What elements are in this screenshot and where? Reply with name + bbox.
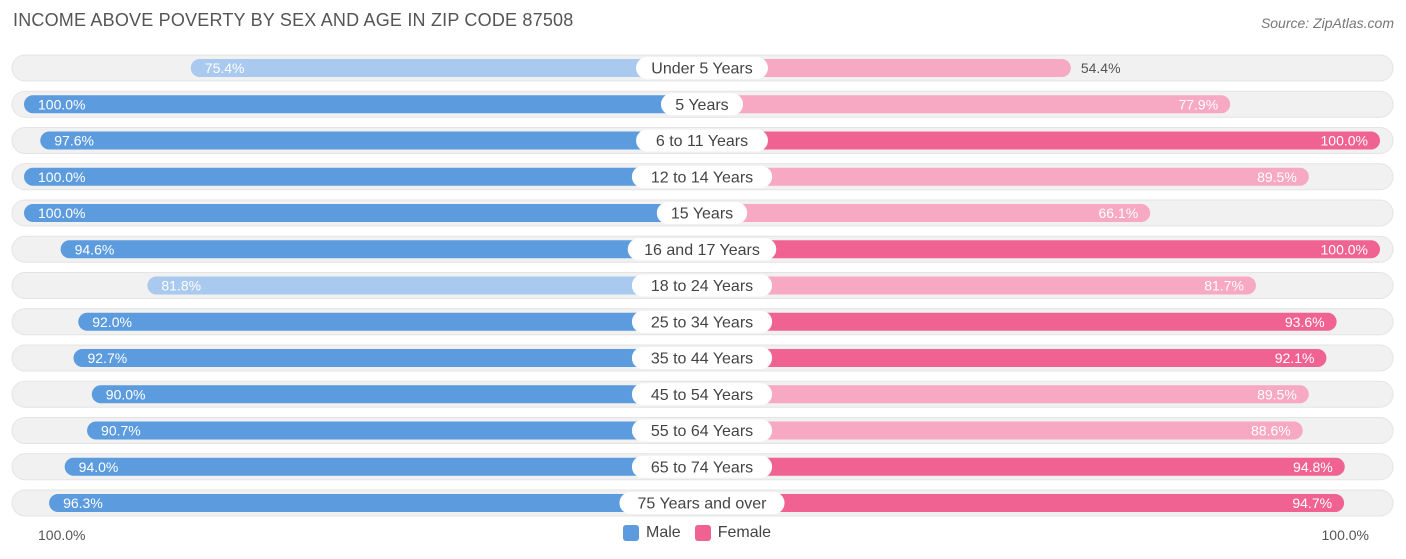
female-bar — [702, 494, 1345, 512]
category-label: 12 to 14 Years — [651, 169, 753, 186]
category-label: Under 5 Years — [651, 61, 752, 78]
legend-item-male[interactable]: Male — [623, 524, 681, 542]
category-pill — [631, 455, 773, 478]
female-bar — [702, 385, 1309, 404]
female-bar — [702, 421, 1303, 440]
category-label: 6 to 11 Years — [656, 133, 748, 150]
male-bar — [190, 59, 702, 77]
female-bar — [702, 59, 1071, 77]
male-bar — [64, 457, 703, 476]
female-value-label: 88.6% — [1251, 423, 1291, 439]
female-value-label: 77.9% — [1178, 96, 1218, 112]
legend-item-female[interactable]: Female — [694, 524, 772, 542]
female-bar — [702, 349, 1327, 367]
female-value-label: 89.5% — [1257, 169, 1297, 185]
category-pill — [660, 93, 744, 116]
female-bar — [702, 240, 1380, 259]
male-bar — [24, 204, 702, 222]
category-label: 25 to 34 Years — [651, 314, 753, 331]
female-value-label: 66.1% — [1098, 205, 1138, 221]
category-pill — [631, 383, 773, 406]
source-label: Source: ZipAtlas.com — [1260, 15, 1394, 31]
male-value-label: 100.0% — [38, 205, 85, 221]
male-bar — [147, 276, 702, 295]
male-value-label: 96.3% — [63, 495, 103, 511]
female-value-label: 93.6% — [1285, 314, 1325, 330]
male-bar — [78, 312, 703, 331]
male-value-label: 97.6% — [54, 133, 94, 149]
category-label: 15 Years — [671, 206, 733, 223]
category-pill — [656, 202, 748, 224]
male-bar — [40, 131, 703, 150]
axis-right-label: 100.0% — [1321, 527, 1369, 543]
male-value-label: 92.0% — [92, 314, 132, 330]
category-pill — [631, 419, 773, 442]
male-bar — [73, 349, 702, 367]
category-pill — [627, 238, 777, 261]
male-value-label: 94.0% — [79, 459, 119, 475]
female-bar — [702, 457, 1345, 476]
female-value-label: 54.4% — [1081, 60, 1121, 76]
female-bar — [702, 167, 1309, 186]
category-pill — [631, 310, 773, 333]
legend-swatch-female — [694, 525, 711, 541]
legend-label-female: Female — [717, 524, 772, 541]
category-pill — [636, 57, 768, 79]
legend: Male Female — [623, 524, 785, 542]
female-value-label: 81.7% — [1204, 278, 1244, 294]
male-value-label: 90.7% — [101, 423, 141, 439]
female-value-label: 100.0% — [1321, 241, 1368, 257]
male-value-label: 90.0% — [106, 386, 146, 402]
category-label: 65 to 74 Years — [651, 459, 753, 476]
female-value-label: 89.5% — [1257, 386, 1297, 402]
female-bar — [702, 276, 1256, 295]
category-pill — [631, 274, 773, 297]
female-bar — [702, 204, 1151, 222]
category-pill — [631, 165, 773, 188]
category-pill — [619, 492, 785, 514]
male-bar — [49, 494, 702, 512]
female-bar — [702, 312, 1337, 331]
female-value-label: 92.1% — [1275, 350, 1315, 366]
category-label: 35 to 44 Years — [651, 351, 753, 368]
female-bar — [702, 95, 1231, 114]
female-value-label: 94.8% — [1293, 459, 1333, 475]
category-label: 75 Years and over — [638, 496, 768, 513]
category-label: 45 to 54 Years — [651, 387, 753, 404]
male-value-label: 75.4% — [205, 60, 245, 76]
male-bar — [24, 95, 702, 114]
male-value-label: 100.0% — [38, 96, 85, 112]
female-bar — [702, 131, 1380, 150]
male-value-label: 92.7% — [87, 350, 127, 366]
category-label: 55 to 64 Years — [651, 423, 753, 440]
axis-left-label: 100.0% — [38, 527, 86, 543]
male-bar — [24, 167, 702, 186]
female-value-label: 100.0% — [1321, 133, 1368, 149]
male-value-label: 100.0% — [38, 169, 85, 185]
category-pill — [636, 129, 768, 152]
legend-label-male: Male — [646, 524, 681, 541]
category-label: 5 Years — [675, 97, 728, 114]
chart-title: INCOME ABOVE POVERTY BY SEX AND AGE IN Z… — [13, 10, 574, 30]
female-value-label: 94.7% — [1292, 495, 1332, 511]
category-pill — [631, 347, 773, 369]
male-bar — [87, 421, 702, 440]
male-bar — [60, 240, 702, 259]
male-bar — [91, 385, 703, 404]
legend-swatch-male — [623, 525, 639, 541]
male-value-label: 94.6% — [75, 241, 115, 257]
category-label: 16 and 17 Years — [644, 242, 760, 259]
category-label: 18 to 24 Years — [651, 278, 753, 295]
male-value-label: 81.8% — [161, 278, 201, 294]
